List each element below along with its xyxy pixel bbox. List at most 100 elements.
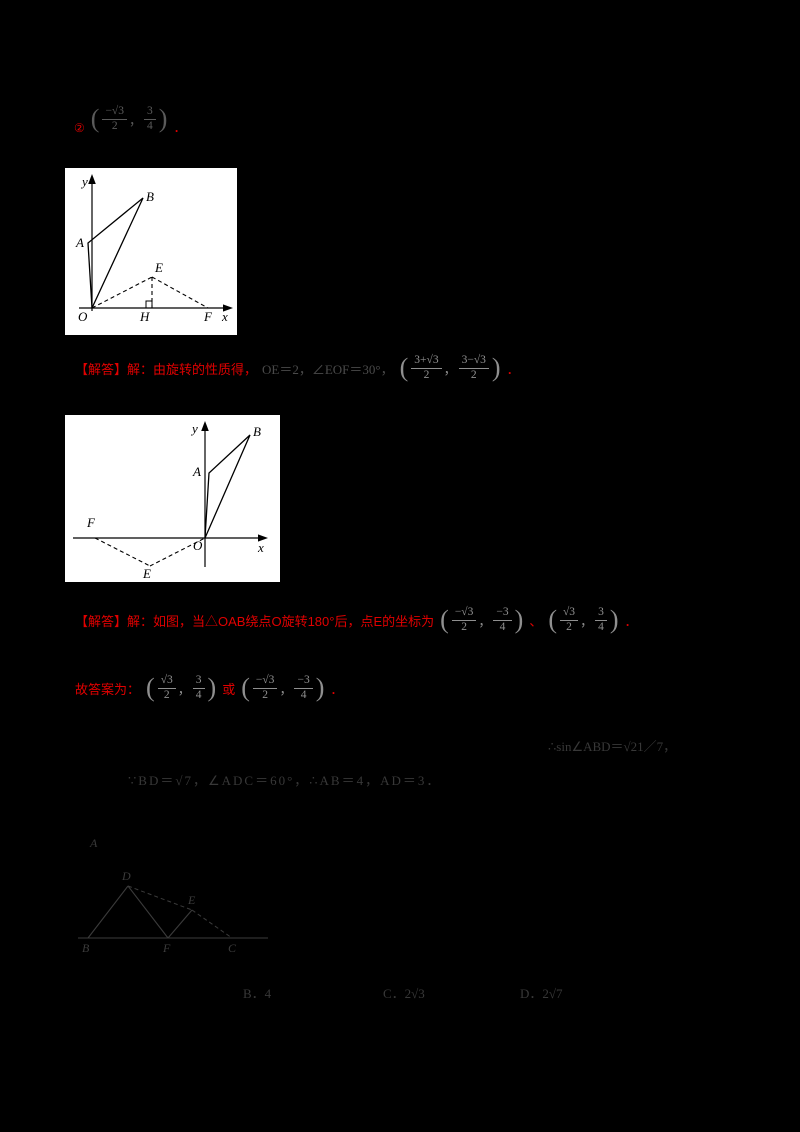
fraction-numerator: −√3: [252, 674, 278, 689]
fig1-label-O: O: [78, 309, 88, 324]
fig3-solid-lines: [78, 885, 268, 939]
faint-work-line-2: ∵BD＝√7，∠ADC＝60°，∴AB＝4，AD＝3．: [128, 773, 442, 788]
fraction-numerator: √3: [157, 674, 176, 689]
fraction-y: 3 4: [595, 606, 607, 633]
fraction-x: −√3 2: [451, 606, 477, 633]
coordinate-expression-3a: ( √3 2 ， 3 4 ): [145, 674, 217, 701]
fig2-label-F: F: [86, 515, 96, 530]
figure-2: y x O A B F E: [65, 415, 280, 582]
period: ．: [330, 681, 344, 697]
fraction-y: 3−√3 2: [458, 354, 489, 381]
fig2-dashed-OEF: [94, 537, 206, 567]
paren-open: (: [241, 673, 250, 702]
paren-close: ): [315, 673, 325, 702]
fraction-numerator: −√3: [102, 105, 127, 120]
fig1-right-angle-mark: [145, 300, 153, 309]
fig1-label-E: E: [154, 260, 163, 275]
comma: ，: [580, 613, 594, 629]
fig2-label-x: x: [257, 540, 264, 555]
paren-open: (: [440, 605, 449, 634]
period: ．: [624, 613, 638, 629]
fraction-numerator: 3+√3: [411, 354, 442, 369]
fig1-label-F: F: [203, 309, 213, 324]
fraction-y: −3 4: [493, 606, 512, 633]
fraction-x: √3 2: [560, 606, 579, 633]
solution-red-text: 【解答】解：如图，当△OAB绕点O旋转180°后，点E的坐标为: [75, 613, 435, 629]
fig2-segment-FE: [94, 537, 151, 567]
paren-open: (: [90, 104, 100, 133]
figure-3: A D E B F C: [72, 833, 282, 958]
solution-red-text: 【解答】解：由旋转的性质得，: [75, 361, 258, 377]
fraction-denominator: 4: [147, 119, 153, 132]
fraction-y: 3 4: [192, 674, 205, 701]
paren-open: (: [548, 605, 557, 634]
fraction-numerator: 3−√3: [458, 354, 489, 369]
coordinate-expression-3b: ( −√3 2 ， −3 4 ): [240, 674, 325, 701]
fig3-label-B: B: [82, 941, 90, 955]
fraction-y: −3 4: [294, 674, 313, 701]
fraction-numerator: −3: [294, 674, 313, 689]
fig2-label-B: B: [253, 424, 261, 439]
fraction-denominator: 2: [566, 620, 572, 633]
fig1-y-arrow-icon: [88, 174, 96, 184]
fraction-denominator: 2: [470, 368, 477, 381]
fraction-x: −√3 2: [252, 674, 278, 701]
comma: ，: [177, 681, 191, 697]
fraction-denominator: 2: [163, 688, 170, 701]
paren-close: ): [514, 605, 524, 634]
fig3-label-F: F: [162, 941, 171, 955]
paren-open: (: [146, 673, 155, 702]
fraction-denominator: 2: [111, 119, 118, 132]
fig2-label-E: E: [142, 566, 151, 581]
coordinate-expression-1: ( 3+√3 2 ， 3−√3 2 ): [399, 354, 502, 381]
fraction-denominator: 2: [262, 688, 269, 701]
fig1-label-x: x: [221, 309, 228, 324]
fig3-segment-EC: [191, 909, 233, 939]
expression-answer-top: ② ( −√3 2 ， 3 4 ) ．: [74, 94, 186, 144]
fraction-numerator: 3: [192, 674, 205, 689]
fig3-label-D: D: [121, 869, 131, 883]
fraction-numerator: √3: [560, 606, 579, 621]
fig2-segment-EO: [149, 537, 206, 567]
figure-1-canvas: y x O A B E H F: [75, 174, 233, 324]
fraction-numerator: 3: [595, 606, 607, 621]
fraction-x: √3 2: [157, 674, 176, 701]
solution-line-2: 【解答】解：如图，当△OAB绕点O旋转180°后，点E的坐标为 ( −√3 2 …: [75, 598, 638, 642]
fig1-triangle-OAB: [87, 197, 144, 309]
fraction-denominator: 2: [461, 620, 467, 633]
fig1-label-A: A: [75, 235, 84, 250]
separator: 、: [529, 613, 543, 629]
fig3-label-E: E: [187, 893, 196, 907]
figure-1: y x O A B E H F: [65, 168, 237, 335]
fig2-x-arrow-icon: [258, 534, 268, 542]
comma: ，: [279, 681, 293, 697]
faint-work-line-1: ∴sin∠ABD＝√21／7，: [548, 739, 677, 754]
period: ．: [173, 119, 187, 135]
fig2-label-y: y: [190, 421, 198, 436]
fig2-y-arrow-icon: [201, 421, 209, 431]
fig1-segment-EF: [151, 276, 209, 309]
coordinate-expression-2b: ( √3 2 ， 3 4 ): [547, 606, 619, 633]
fig3-segment-DE: [127, 885, 193, 911]
fig3-segment-DF: [127, 885, 169, 939]
fig3-labels: A D E B F C: [82, 836, 237, 955]
fig1-label-H: H: [139, 309, 150, 324]
fraction-denominator: 4: [598, 620, 604, 633]
fig3-segment-BD: [87, 885, 129, 939]
fig2-axes: [73, 428, 262, 567]
choice-d: D．2√7: [520, 986, 563, 1001]
fig2-label-O: O: [193, 538, 203, 553]
solution-line-1: 【解答】解：由旋转的性质得， OE＝2，∠EOF＝30°， ( 3+√3 2 ，…: [75, 344, 520, 392]
fraction-denominator: 4: [499, 620, 506, 633]
choice-b: B．4: [243, 986, 272, 1001]
fraction-numerator: 3: [144, 105, 156, 120]
paren-close: ): [609, 605, 619, 634]
comma: ，: [478, 613, 492, 629]
fraction-denominator: 2: [423, 368, 430, 381]
figure-2-canvas: y x O A B F E: [73, 421, 268, 581]
fig1-label-y: y: [80, 174, 88, 189]
fraction-numerator: −√3: [451, 606, 477, 621]
fig3-label-A: A: [89, 836, 98, 850]
paren-close: ): [491, 353, 501, 382]
